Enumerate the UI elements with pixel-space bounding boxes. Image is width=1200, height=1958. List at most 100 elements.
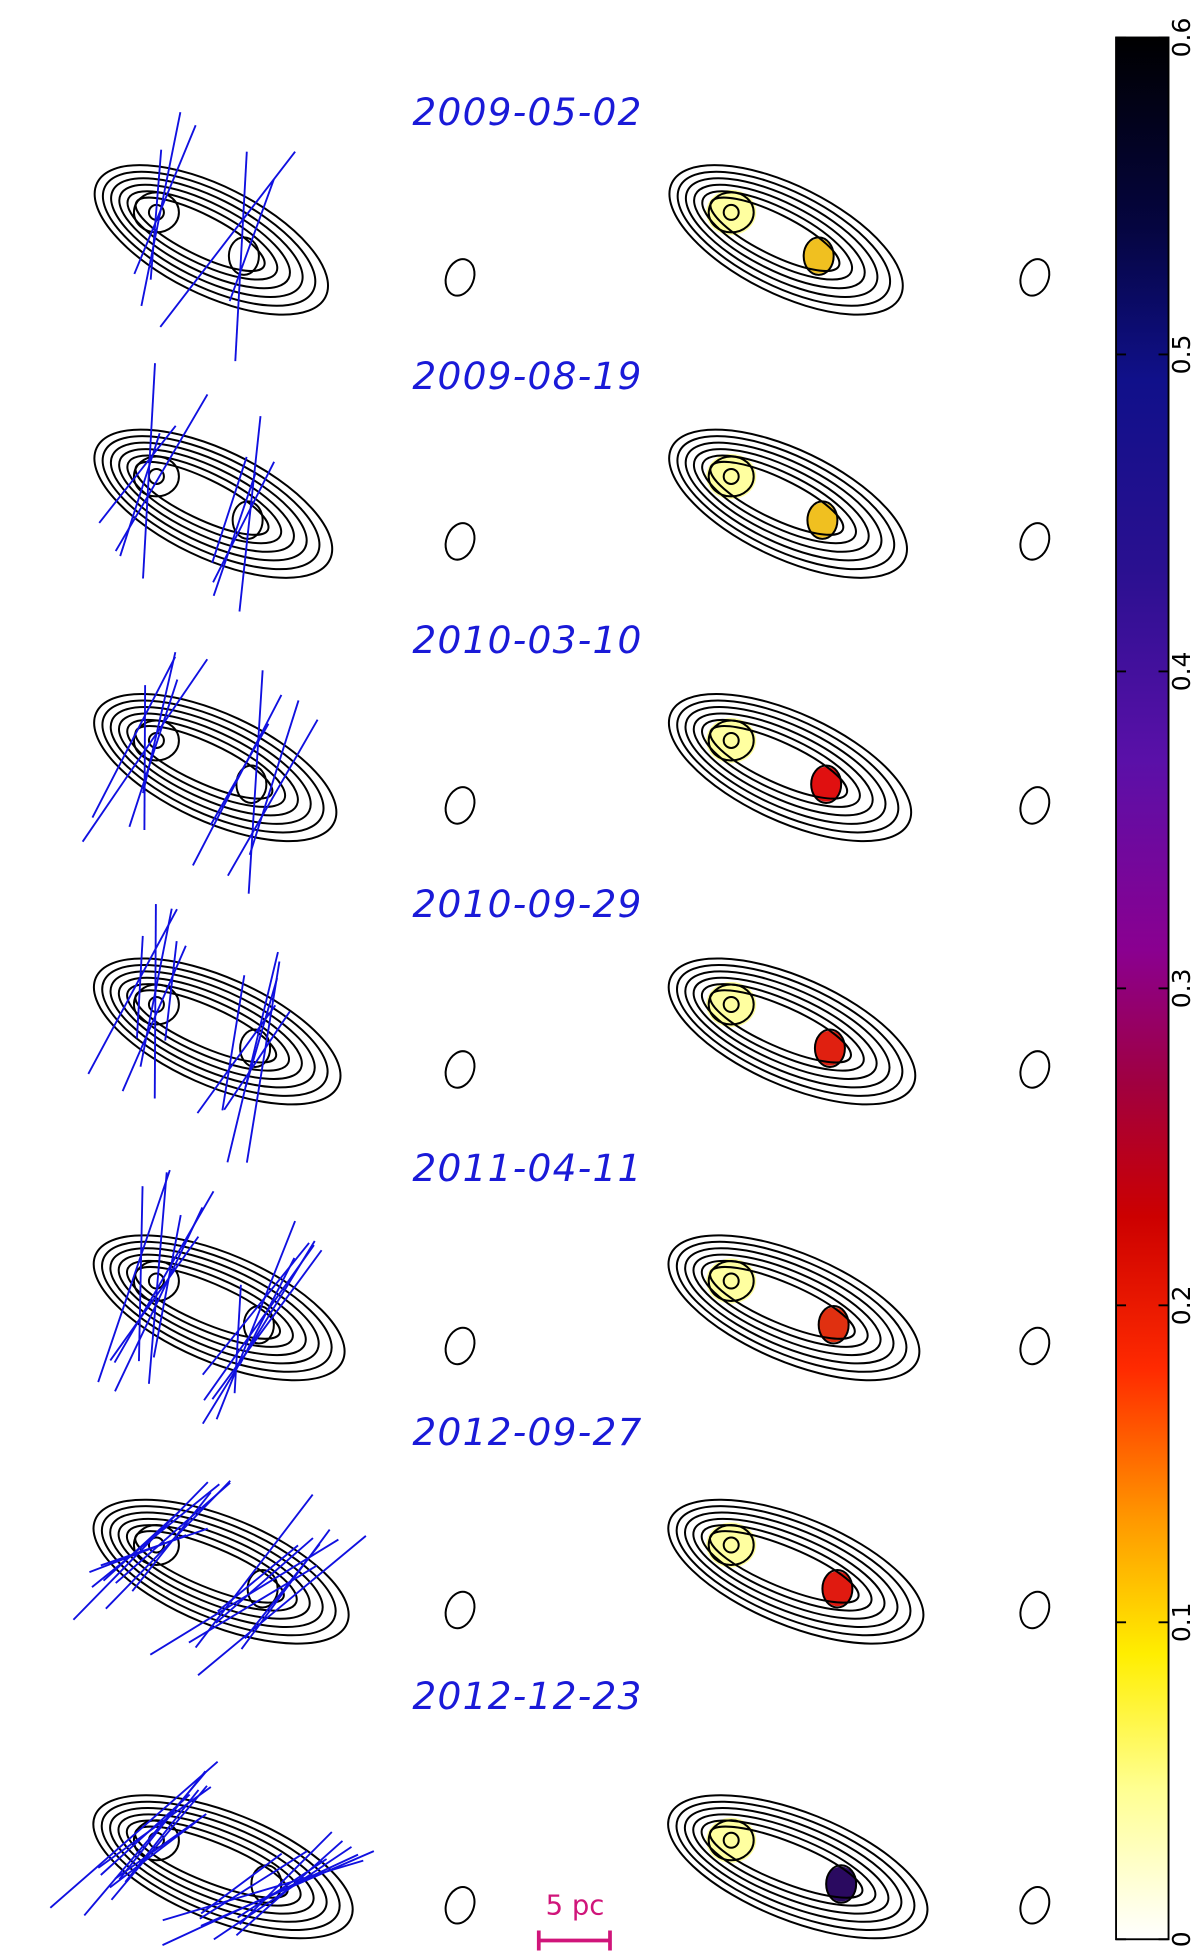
polarization-vector (201, 1242, 310, 1376)
contour (117, 1517, 311, 1620)
contour (722, 1831, 740, 1849)
contour (722, 1272, 740, 1290)
polarization-vector (142, 651, 177, 794)
contour (1019, 786, 1051, 825)
contour (147, 1536, 165, 1554)
polarization-vector (133, 124, 197, 275)
polarization-vector (223, 1010, 291, 1111)
contour (684, 441, 883, 562)
contour (118, 183, 291, 290)
contour (813, 1028, 846, 1068)
polarization-vector (164, 941, 178, 1041)
contour (126, 454, 283, 545)
contour (227, 236, 260, 276)
contour (92, 1234, 346, 1382)
contour (93, 693, 338, 843)
contour (675, 1800, 916, 1932)
contour (1019, 258, 1051, 297)
contour (692, 448, 870, 553)
component-spot (807, 502, 838, 538)
contour (444, 1050, 476, 1089)
polarization-vector (237, 1858, 328, 1919)
epoch-label: 2009-05-02 (412, 90, 642, 134)
contour (676, 435, 896, 571)
polarization-vector (143, 685, 147, 831)
epoch-label: 2011-04-11 (412, 1146, 642, 1190)
contour (722, 467, 740, 485)
polarization-vector (244, 1543, 321, 1640)
contour (92, 957, 342, 1106)
contour (707, 1260, 755, 1303)
polarization-vector (244, 977, 279, 1088)
polarization-vector (197, 1535, 367, 1676)
polarization-vector (238, 1257, 296, 1367)
polarization-vector (228, 179, 275, 302)
polarization-vector (226, 951, 279, 1163)
contour (132, 1524, 180, 1567)
contour (92, 1794, 354, 1940)
polarization-vector (135, 935, 144, 1039)
scale-label: 5 pc (546, 1889, 605, 1921)
contour (684, 970, 891, 1089)
component-spot (814, 1030, 845, 1066)
polarization-vector (215, 1537, 314, 1624)
colorbar-tick-label: 0.6 (1167, 18, 1196, 58)
contour (683, 1807, 903, 1923)
contour (707, 719, 755, 762)
core-spot (706, 717, 757, 763)
contour (132, 455, 180, 498)
contour (676, 699, 900, 834)
contour (722, 731, 740, 749)
contour (692, 976, 878, 1080)
contour (92, 1498, 350, 1645)
contour (722, 995, 740, 1013)
polarization-vector (221, 975, 246, 1111)
contour (1019, 1050, 1051, 1089)
polarization-vector (131, 1491, 212, 1592)
polarization-vector (234, 151, 248, 362)
component-spot (822, 1571, 853, 1607)
contour (802, 236, 835, 276)
polarization-vector (211, 456, 248, 564)
contour (444, 522, 476, 561)
contour (118, 448, 295, 553)
contour (707, 983, 755, 1026)
polarization-vector (212, 461, 275, 583)
polarization-vector (121, 945, 187, 1092)
contour (126, 983, 291, 1072)
colorbar-tick-label: 0 (1167, 1931, 1196, 1947)
contour (817, 1305, 850, 1345)
contour (667, 693, 913, 843)
contour (126, 1259, 294, 1348)
polarization-vector (215, 1220, 296, 1420)
contour (692, 712, 874, 817)
contour (109, 970, 316, 1089)
contour (100, 1505, 337, 1637)
contour (700, 1259, 869, 1348)
polarization-vector (227, 719, 319, 877)
contour (722, 203, 740, 221)
contour (684, 706, 887, 825)
contour (117, 1813, 315, 1915)
contour (132, 719, 180, 762)
component-spot (803, 238, 834, 274)
contour (109, 1511, 324, 1628)
polarization-vector (162, 1853, 359, 1946)
contour (667, 1794, 929, 1940)
polarization-vector (152, 1214, 182, 1358)
polarization-vector (109, 1819, 199, 1889)
contour (676, 963, 904, 1097)
contour (675, 1240, 908, 1373)
polarization-vector (109, 1236, 200, 1361)
epoch-label: 2012-09-27 (412, 1410, 642, 1454)
contour (668, 428, 908, 579)
contour (126, 190, 279, 281)
scale-bar (536, 1930, 612, 1951)
contour (692, 1813, 890, 1915)
polarization-vector (142, 363, 156, 579)
contour (1019, 1326, 1051, 1366)
contour (722, 1536, 740, 1554)
polarization-vector (147, 1172, 168, 1384)
contour (700, 1819, 877, 1907)
